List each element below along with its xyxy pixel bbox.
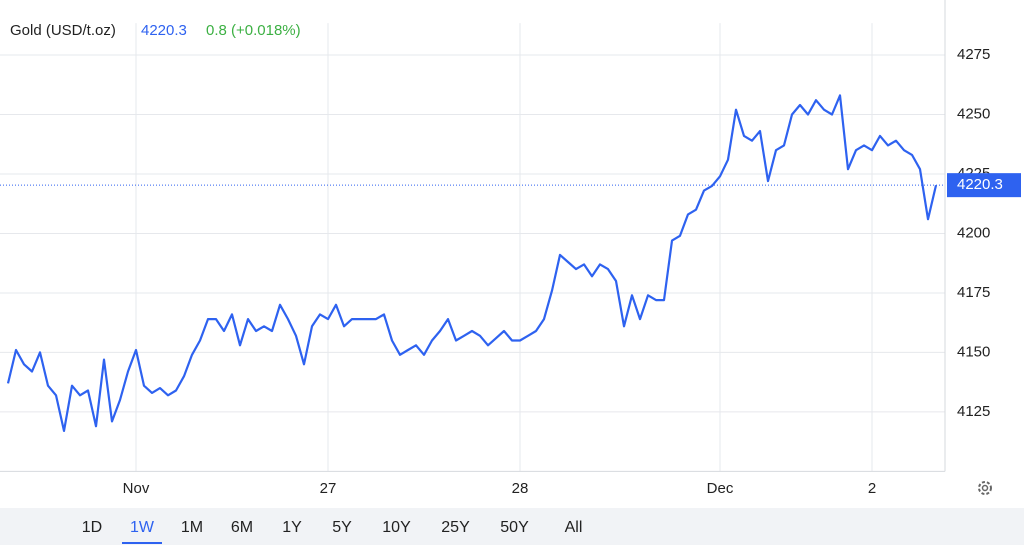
range-button[interactable]: 5Y — [332, 519, 352, 536]
y-tick-label: 4200 — [957, 224, 990, 241]
price-line — [6, 94, 938, 432]
instrument-title: Gold (USD/t.oz) — [10, 22, 116, 39]
y-tick-label: 4150 — [957, 343, 990, 360]
last-price: 4220.3 — [141, 22, 187, 39]
y-tick-label: 4125 — [957, 403, 990, 420]
range-button[interactable]: 1D — [82, 519, 102, 536]
y-tick-label: 4250 — [957, 105, 990, 122]
last-price-label: 4220.3 — [957, 176, 1003, 193]
range-button[interactable]: 50Y — [500, 519, 529, 536]
range-button[interactable]: 10Y — [382, 519, 411, 536]
x-tick-label: 28 — [512, 480, 529, 497]
range-button[interactable]: 1M — [181, 519, 203, 536]
range-button[interactable]: All — [565, 519, 583, 536]
range-button[interactable]: 25Y — [441, 519, 470, 536]
x-tick-label: Nov — [123, 480, 150, 497]
x-tick-label: 27 — [320, 480, 337, 497]
range-button[interactable]: 6M — [231, 519, 253, 536]
x-tick-label: 2 — [868, 480, 876, 497]
y-tick-label: 4175 — [957, 284, 990, 301]
x-tick-label: Dec — [707, 480, 734, 497]
last-price-box — [947, 173, 1021, 198]
range-button[interactable]: 1W — [130, 519, 155, 536]
y-tick-label: 4275 — [957, 46, 990, 63]
range-button[interactable]: 1Y — [282, 519, 302, 536]
range-bar — [0, 508, 1024, 545]
price-change: 0.8 (+0.018%) — [206, 22, 301, 39]
settings-icon[interactable] — [978, 481, 992, 495]
